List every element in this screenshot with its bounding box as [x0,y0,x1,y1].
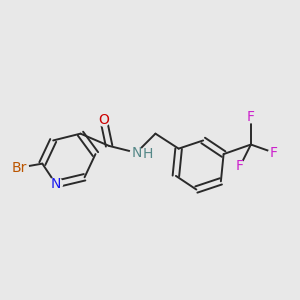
Circle shape [268,147,280,158]
Circle shape [98,114,110,126]
Circle shape [235,161,245,172]
Text: O: O [98,113,109,127]
Text: N: N [131,146,142,160]
Text: Br: Br [11,161,27,175]
Circle shape [130,147,142,159]
Circle shape [10,158,28,177]
Text: H: H [142,147,153,161]
Text: F: F [270,146,278,160]
Circle shape [245,112,256,123]
Circle shape [50,178,62,190]
Text: F: F [247,110,255,124]
Text: F: F [236,159,244,173]
Text: N: N [51,177,61,191]
